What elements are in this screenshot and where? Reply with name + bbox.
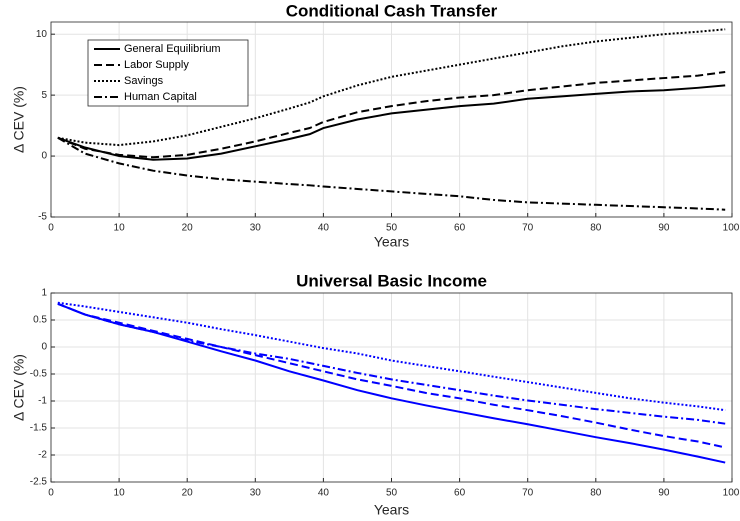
y-tick-label: -1 — [38, 396, 47, 407]
y-tick-label: 10 — [36, 29, 48, 40]
series-line — [57, 84, 726, 161]
series-line — [57, 28, 726, 147]
series-line — [57, 70, 726, 159]
axes-box — [50, 21, 733, 218]
x-tick-label: 20 — [182, 488, 194, 499]
x-tick-label: 20 — [182, 223, 194, 234]
x-tick-label: 80 — [590, 223, 602, 234]
y-tick-label: -0.5 — [30, 369, 48, 380]
x-axis-label: Years — [374, 234, 409, 250]
x-tick-label: 90 — [658, 223, 670, 234]
x-tick-label: 80 — [590, 488, 602, 499]
x-tick-label: 0 — [48, 488, 54, 499]
x-axis-label: Years — [374, 502, 409, 518]
y-tick-label: 0.5 — [33, 315, 47, 326]
x-tick-label: 50 — [386, 488, 398, 499]
x-tick-label: 30 — [250, 488, 262, 499]
series-line — [57, 136, 726, 211]
series-line — [57, 302, 726, 425]
legend-label: Labor Supply — [124, 59, 189, 71]
chart-title: Universal Basic Income — [296, 271, 487, 290]
y-axis-label: Δ CEV (%) — [11, 354, 27, 421]
x-tick-label: 0 — [48, 223, 54, 234]
x-tick-label: 60 — [454, 488, 466, 499]
y-tick-label: 0 — [41, 151, 47, 162]
x-tick-label: 50 — [386, 223, 398, 234]
series-line — [57, 302, 726, 449]
y-tick-label: -2.5 — [30, 477, 48, 488]
x-tick-label: 90 — [658, 488, 670, 499]
x-tick-label: 10 — [114, 488, 126, 499]
legend-box — [87, 39, 249, 107]
x-tick-label: 10 — [114, 223, 126, 234]
y-tick-label: 1 — [41, 288, 47, 299]
series-line — [57, 301, 726, 412]
x-tick-label: 40 — [318, 223, 330, 234]
y-tick-label: 5 — [41, 90, 47, 101]
x-tick-label: 40 — [318, 488, 330, 499]
y-tick-label: -1.5 — [30, 423, 48, 434]
legend-label: Human Capital — [124, 91, 197, 103]
y-tick-label: -5 — [38, 212, 47, 223]
legend-label: General Equilibrium — [124, 43, 221, 55]
legend-label: Savings — [124, 75, 164, 87]
x-tick-label: 70 — [522, 223, 534, 234]
y-axis-label: Δ CEV (%) — [11, 86, 27, 153]
series-line — [57, 302, 726, 464]
x-tick-label: 100 — [723, 488, 740, 499]
x-tick-label: 30 — [250, 223, 262, 234]
x-tick-label: 70 — [522, 488, 534, 499]
y-tick-label: 0 — [41, 342, 47, 353]
chart-title: Conditional Cash Transfer — [286, 1, 498, 20]
y-tick-label: -2 — [38, 450, 47, 461]
x-tick-label: 60 — [454, 223, 466, 234]
axes-box — [50, 292, 733, 483]
x-tick-label: 100 — [723, 223, 740, 234]
